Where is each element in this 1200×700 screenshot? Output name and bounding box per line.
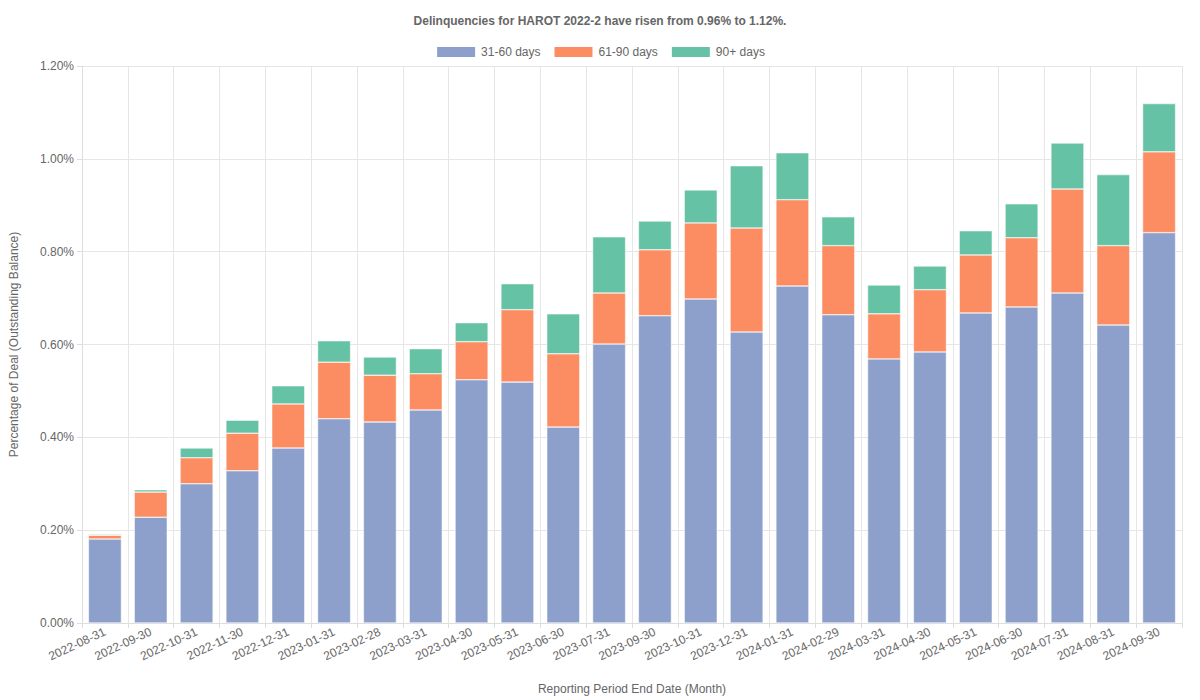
svg-text:2024-07-31: 2024-07-31 [1008, 624, 1071, 664]
svg-text:1.00%: 1.00% [40, 152, 74, 166]
svg-text:0.80%: 0.80% [40, 245, 74, 259]
svg-text:2023-07-31: 2023-07-31 [550, 624, 612, 664]
svg-text:2023-10-31: 2023-10-31 [642, 624, 704, 664]
svg-text:2024-04-30: 2024-04-30 [871, 624, 933, 664]
svg-text:0.40%: 0.40% [40, 430, 74, 444]
svg-text:2024-05-31: 2024-05-31 [917, 624, 979, 664]
svg-text:2023-04-30: 2023-04-30 [413, 624, 475, 664]
svg-text:1.20%: 1.20% [40, 59, 74, 73]
svg-text:0.00%: 0.00% [40, 616, 74, 630]
svg-text:2024-09-30: 2024-09-30 [1101, 625, 1163, 664]
svg-text:0.60%: 0.60% [40, 338, 74, 352]
svg-text:61-90 days: 61-90 days [598, 45, 657, 59]
svg-text:2022-10-31: 2022-10-31 [138, 624, 200, 664]
svg-text:2023-02-28: 2023-02-28 [321, 624, 383, 664]
svg-text:2024-01-31: 2024-01-31 [733, 624, 796, 664]
svg-text:2024-08-31: 2024-08-31 [1054, 624, 1117, 664]
svg-text:2023-12-31: 2023-12-31 [688, 624, 750, 664]
svg-text:2023-05-31: 2023-05-31 [458, 624, 521, 664]
svg-text:Percentage of Deal (Outstandin: Percentage of Deal (Outstanding Balance) [7, 232, 21, 457]
svg-text:2023-01-31: 2023-01-31 [275, 624, 337, 664]
svg-text:2022-09-30: 2022-09-30 [92, 624, 154, 664]
svg-text:31-60 days: 31-60 days [481, 45, 540, 59]
svg-text:2024-06-30: 2024-06-30 [963, 624, 1025, 664]
svg-text:0.20%: 0.20% [40, 523, 74, 537]
svg-text:Reporting Period End Date (Mon: Reporting Period End Date (Month) [538, 682, 726, 696]
svg-text:Delinquencies for HAROT 2022-2: Delinquencies for HAROT 2022-2 have rise… [414, 14, 787, 28]
svg-text:2024-03-31: 2024-03-31 [825, 624, 887, 664]
svg-text:2024-02-29: 2024-02-29 [779, 624, 842, 664]
svg-text:90+ days: 90+ days [716, 45, 765, 59]
svg-text:2023-09-30: 2023-09-30 [596, 624, 658, 664]
svg-text:2023-03-31: 2023-03-31 [367, 624, 429, 664]
svg-text:2022-12-31: 2022-12-31 [229, 624, 292, 664]
svg-text:2022-08-31: 2022-08-31 [46, 624, 108, 664]
svg-text:2023-06-30: 2023-06-30 [504, 624, 567, 664]
svg-text:2022-11-30: 2022-11-30 [184, 624, 246, 663]
